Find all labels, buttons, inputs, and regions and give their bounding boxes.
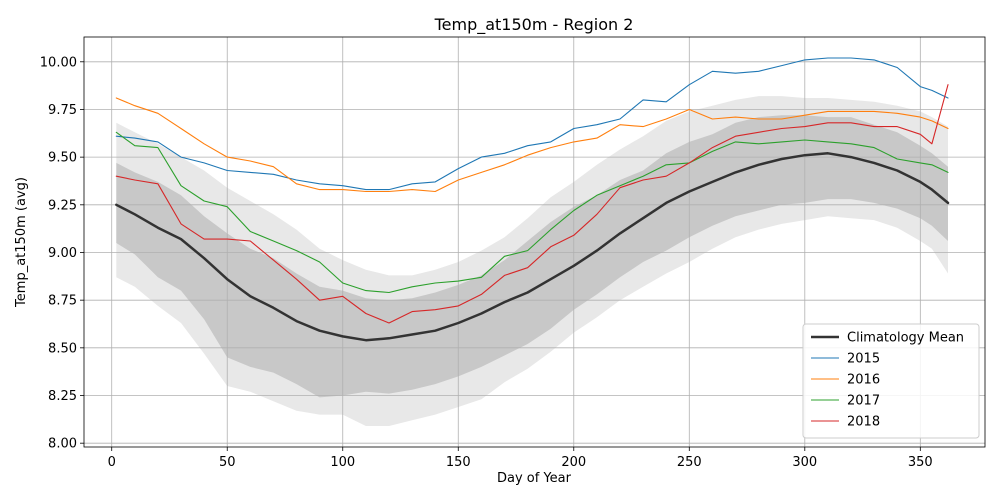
x-tick-label: 200 <box>561 455 586 470</box>
y-tick-label: 8.50 <box>48 341 77 356</box>
grid-lines <box>84 37 985 447</box>
y-tick-label: 9.00 <box>48 246 77 261</box>
legend-label: Climatology Mean <box>847 331 964 346</box>
legend: Climatology Mean 2015 2016 2017 2018 <box>802 323 980 439</box>
y-tick-label: 8.75 <box>48 294 77 309</box>
plot-area <box>83 36 986 448</box>
y-tick-label: 8.25 <box>48 389 77 404</box>
x-tick-label: 350 <box>908 455 933 470</box>
y-axis: 8.00 8.25 8.50 8.75 9.00 9.25 9.50 9.75 10.00 <box>40 55 84 452</box>
x-axis-label: Day of Year <box>497 471 572 486</box>
legend-frame <box>802 323 980 439</box>
legend-label: 2018 <box>847 415 880 430</box>
legend-label: 2016 <box>847 373 880 388</box>
x-axis: 0 50 100 150 200 250 300 350 <box>108 447 933 470</box>
x-tick-label: 150 <box>446 455 471 470</box>
series-line-2015 <box>115 57 949 191</box>
uncertainty-bands <box>116 96 949 426</box>
series-line-climatology-mean <box>115 152 950 342</box>
y-tick-label: 9.50 <box>48 151 77 166</box>
plot-frame <box>83 36 986 448</box>
series-line-2016 <box>115 97 949 193</box>
legend-label: 2015 <box>847 352 880 367</box>
band-inner <box>116 115 949 398</box>
x-tick-label: 250 <box>677 455 702 470</box>
y-axis-label: Temp_at150m (avg) <box>14 177 29 308</box>
series-lines <box>115 57 950 342</box>
chart-title: Temp_at150m - Region 2 <box>434 15 634 35</box>
y-tick-label: 9.75 <box>48 103 77 118</box>
x-tick-label: 100 <box>330 455 355 470</box>
series-line-2017 <box>115 131 949 294</box>
legend-label: 2017 <box>847 394 880 409</box>
x-tick-label: 0 <box>108 455 116 470</box>
series-line-2018 <box>115 84 949 324</box>
y-tick-label: 10.00 <box>40 55 77 70</box>
legend-items: Climatology Mean 2015 2016 2017 2018 <box>811 331 964 430</box>
x-tick-label: 300 <box>792 455 817 470</box>
y-tick-label: 8.00 <box>48 437 77 452</box>
x-tick-label: 50 <box>219 455 236 470</box>
y-tick-label: 9.25 <box>48 198 77 213</box>
